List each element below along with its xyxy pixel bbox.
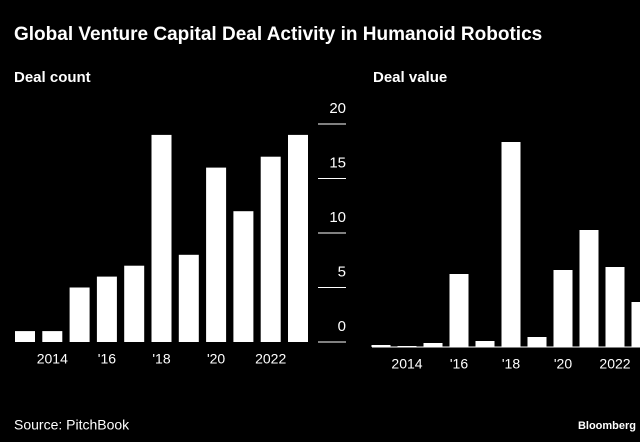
- bar: [631, 302, 640, 347]
- bar: [96, 276, 117, 342]
- bar: [423, 343, 443, 347]
- bar: [151, 134, 172, 342]
- x-tick-label: 2014: [391, 356, 422, 372]
- bar: [206, 167, 227, 342]
- bar: [42, 331, 63, 342]
- x-tick-label: '16: [98, 351, 116, 367]
- bar: [579, 230, 599, 347]
- y-tick-label: 5: [338, 263, 346, 280]
- y-tick-label: 20: [329, 100, 346, 117]
- y-tick-label: 15: [329, 154, 346, 171]
- bar: [553, 270, 573, 347]
- bar: [397, 346, 417, 347]
- bar: [124, 265, 145, 342]
- x-tick-label: '20: [554, 356, 572, 372]
- panel-title: Deal count: [14, 69, 91, 86]
- bar: [475, 341, 495, 347]
- bar: [501, 142, 521, 347]
- x-tick-label: '18: [502, 356, 520, 372]
- x-tick-label: 2022: [599, 356, 630, 372]
- x-tick-label: '20: [207, 351, 225, 367]
- bar: [371, 345, 391, 347]
- x-tick-label: 2022: [255, 351, 286, 367]
- bar: [605, 267, 625, 347]
- bar: [233, 211, 254, 342]
- bar: [527, 337, 547, 347]
- x-tick-label: '18: [152, 351, 170, 367]
- source: Source: PitchBook: [14, 417, 130, 433]
- bar: [15, 331, 35, 342]
- y-tick-label: 10: [329, 209, 346, 226]
- brand: Bloomberg: [578, 420, 636, 432]
- y-tick-label: 0: [338, 318, 346, 335]
- bar: [260, 156, 281, 342]
- panel-title: Deal value: [373, 69, 447, 86]
- bar: [69, 287, 90, 342]
- bar: [178, 254, 199, 342]
- page-title: Global Venture Capital Deal Activity in …: [14, 24, 542, 45]
- bar: [449, 274, 469, 347]
- x-tick-label: '16: [450, 356, 468, 372]
- x-tick-label: 2014: [37, 351, 68, 367]
- bar: [288, 134, 308, 342]
